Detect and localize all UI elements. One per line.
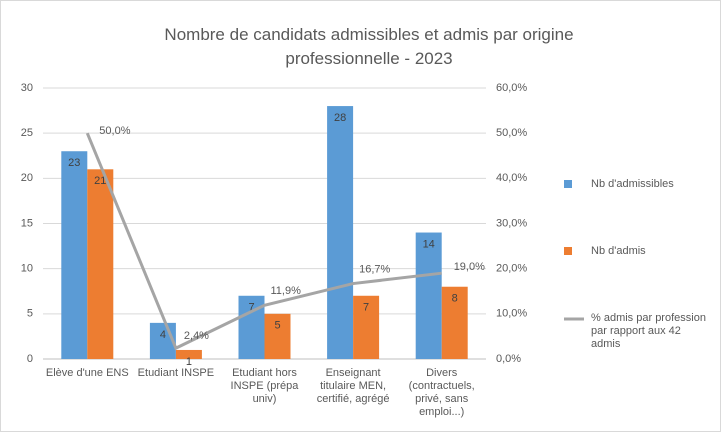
bar <box>264 313 291 359</box>
y2-tick-label: 30,0% <box>496 217 527 229</box>
data-label: 4 <box>160 329 166 341</box>
y2-tick-label: 50,0% <box>496 127 527 139</box>
x-tick-label: Divers (contractuels, privé, sans emploi… <box>408 367 475 418</box>
y-tick-label: 10 <box>21 263 33 275</box>
y2-tick-label: 10,0% <box>496 308 527 320</box>
x-tick-label: Enseignant titulaire MEN, certifié, agré… <box>316 367 390 405</box>
data-label: 5 <box>274 320 280 332</box>
legend-label: Nb d'admis <box>591 245 646 257</box>
x-tick-label: Etudiant INSPE <box>137 367 215 379</box>
bar <box>175 349 202 359</box>
legend-label: Nb d'admissibles <box>591 178 674 190</box>
data-label: 19,0% <box>454 261 485 273</box>
legend-swatch <box>564 180 572 188</box>
bar <box>415 232 442 359</box>
y2-tick-label: 0,0% <box>496 353 521 365</box>
chart-title: Nombre de candidats admissibles et admis… <box>164 25 574 68</box>
data-label: 16,7% <box>359 263 390 275</box>
bar <box>441 286 468 359</box>
x-tick-label: Elève d'une ENS <box>45 367 129 379</box>
y2-tick-label: 20,0% <box>496 263 527 275</box>
bar <box>353 295 380 359</box>
bar <box>87 169 114 359</box>
data-label: 21 <box>94 175 106 187</box>
bar <box>61 151 88 359</box>
y-tick-label: 0 <box>27 353 33 365</box>
y-tick-label: 15 <box>21 217 33 229</box>
bar <box>327 106 354 359</box>
y-tick-label: 5 <box>27 308 33 320</box>
data-label: 11,9% <box>271 285 302 297</box>
data-label: 8 <box>452 293 458 305</box>
line-series <box>85 132 442 351</box>
data-label: 1 <box>186 356 192 368</box>
data-label: 14 <box>423 238 435 250</box>
legend-label: % admis par profession par rapport aux 4… <box>591 312 706 350</box>
y-tick-label: 20 <box>21 172 33 184</box>
data-label: 50,0% <box>99 125 130 137</box>
y-tick-label: 30 <box>21 82 33 94</box>
y2-tick-label: 40,0% <box>496 172 527 184</box>
y2-tick-label: 60,0% <box>496 82 527 94</box>
x-tick-label: Etudiant hors INSPE (prépa univ) <box>230 367 299 405</box>
data-label: 7 <box>248 302 254 314</box>
data-label: 28 <box>334 112 346 124</box>
data-label: 2,4% <box>184 330 209 342</box>
legend-swatch <box>564 247 572 255</box>
data-label: 7 <box>363 302 369 314</box>
y-tick-label: 25 <box>21 127 33 139</box>
data-label: 23 <box>68 157 80 169</box>
